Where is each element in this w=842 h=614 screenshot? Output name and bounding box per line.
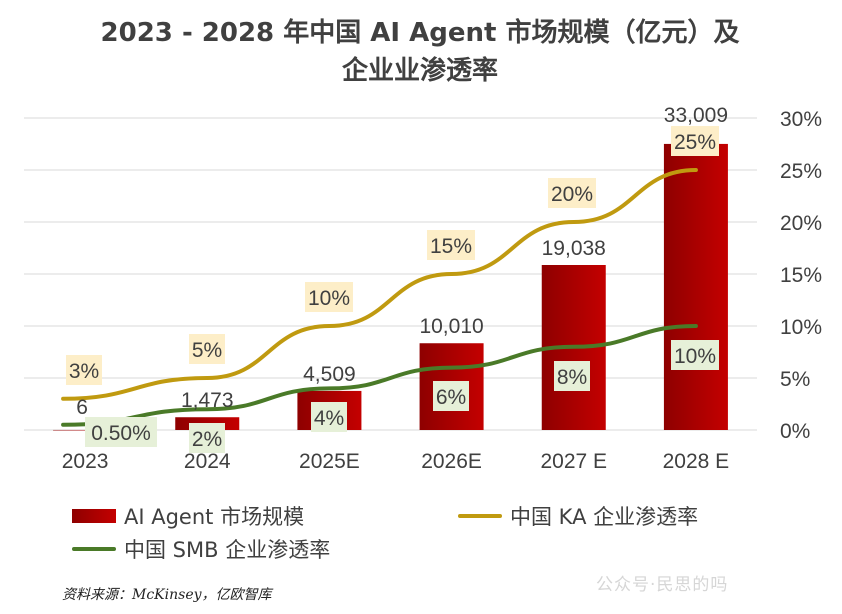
ka-pct-label: 25%	[674, 131, 716, 154]
smb-pct-label: 8%	[557, 366, 587, 389]
legend-smb: 中国 SMB 企业渗透率	[72, 534, 330, 564]
legend-bar-swatch	[72, 509, 116, 523]
ka-pct-label: 15%	[430, 235, 472, 258]
watermark: 公众号·民思的吗	[596, 575, 729, 595]
legend-ka-label: 中国 KA 企业渗透率	[510, 505, 699, 529]
ka-pct-label: 10%	[308, 287, 350, 310]
bar-value-label: 10,010	[419, 315, 483, 338]
smb-pct-label: 0.50%	[91, 422, 151, 445]
legend-market-size-label: AI Agent 市场规模	[124, 505, 305, 529]
legend-ka: 中国 KA 企业渗透率	[458, 501, 698, 531]
y-right-tick-label: 30%	[780, 108, 822, 131]
bar	[663, 143, 728, 430]
bar-value-label: 6	[76, 396, 88, 419]
y-right-tick-label: 20%	[780, 212, 822, 235]
smb-pct-label: 10%	[674, 345, 716, 368]
chart-title-line1: 2023 - 2028 年中国 AI Agent 市场规模（亿元）及	[100, 18, 740, 48]
ka-pct-label-box	[189, 334, 225, 364]
y-right-tick-label: 15%	[780, 264, 822, 287]
smb-pct-label-box	[311, 402, 347, 432]
smb-pct-label-box	[189, 423, 225, 453]
x-tick-label: 2023	[62, 450, 109, 473]
y-right-tick-label: 25%	[780, 160, 822, 183]
legend-smb-label: 中国 SMB 企业渗透率	[124, 538, 331, 562]
smb-pct-label-box	[554, 361, 590, 391]
bar-value-label: 1,473	[181, 389, 234, 412]
smb-pct-label: 4%	[314, 407, 344, 430]
x-tick-label: 2024	[184, 450, 231, 473]
x-tick-label: 2027 E	[540, 450, 607, 473]
ka-pct-label-box	[305, 282, 353, 312]
y-right-tick-label: 0%	[780, 420, 810, 443]
chart-title-line2: 企业业渗透率	[341, 56, 498, 86]
source-note: 资料来源：McKinsey，亿欧智库	[62, 587, 272, 603]
ka-pct-label: 20%	[551, 183, 593, 206]
x-tick-label: 2026E	[421, 450, 482, 473]
x-tick-label: 2028 E	[663, 450, 730, 473]
smb-line	[61, 324, 698, 427]
smb-pct-label: 2%	[192, 428, 222, 451]
legend-smb-swatch	[72, 547, 116, 551]
y-right-tick-label: 5%	[780, 368, 810, 391]
bar-value-label: 19,038	[542, 237, 606, 260]
ka-pct-label-box	[66, 355, 102, 385]
ka-pct-label-box	[427, 230, 475, 260]
legend-ka-swatch	[458, 514, 502, 518]
smb-pct-label-box	[85, 417, 157, 447]
y-right-tick-label: 10%	[780, 316, 822, 339]
ka-line	[61, 168, 698, 401]
smb-pct-label-box	[671, 340, 719, 370]
ka-pct-label: 5%	[192, 339, 222, 362]
smb-pct-label-box	[433, 381, 469, 411]
legend-market-size: AI Agent 市场规模	[72, 501, 304, 531]
ka-pct-label-box	[671, 126, 719, 156]
bar-value-label: 33,009	[664, 104, 728, 127]
ka-pct-label-box	[548, 178, 596, 208]
ka-pct-label: 3%	[69, 360, 99, 383]
bar-value-label: 4,509	[303, 363, 356, 386]
x-tick-label: 2025E	[299, 450, 360, 473]
chart-title: 2023 - 2028 年中国 AI Agent 市场规模（亿元）及 企业业渗透…	[60, 14, 780, 90]
smb-pct-label: 6%	[436, 386, 466, 409]
